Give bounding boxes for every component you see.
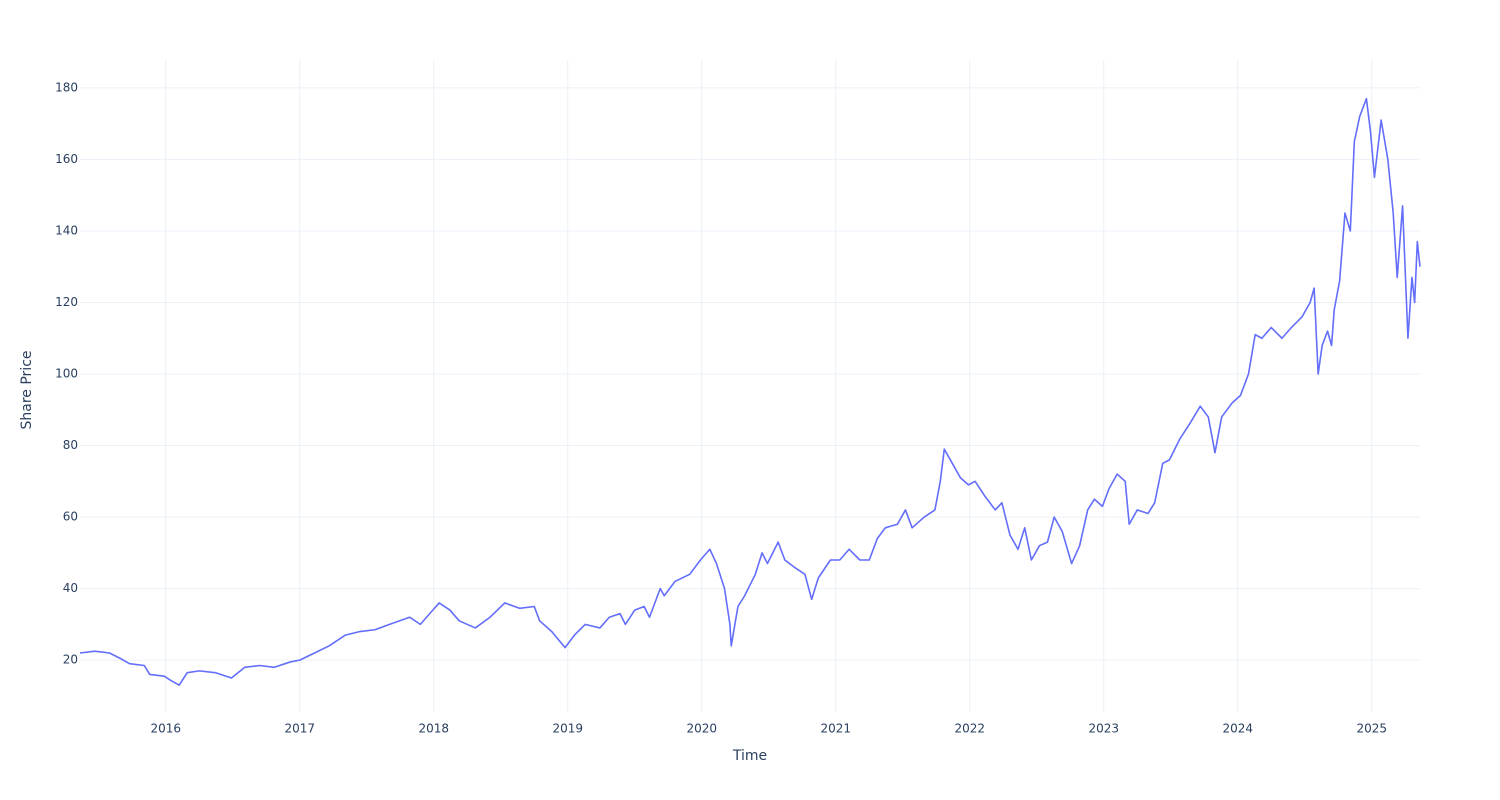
x-tick-label: 2017 bbox=[284, 722, 315, 736]
x-tick-label: 2020 bbox=[686, 722, 717, 736]
x-tick-label: 2019 bbox=[552, 722, 583, 736]
y-tick-label: 40 bbox=[63, 581, 78, 595]
x-tick-label: 2024 bbox=[1222, 722, 1253, 736]
x-tick-label: 2022 bbox=[954, 722, 985, 736]
y-axis-title: Share Price bbox=[19, 350, 35, 429]
y-tick-label: 160 bbox=[55, 152, 78, 166]
y-tick-label: 60 bbox=[63, 510, 78, 524]
x-tick-label: 2025 bbox=[1356, 722, 1387, 736]
x-axis-title: Time bbox=[732, 748, 767, 764]
y-tick-label: 100 bbox=[55, 367, 78, 381]
x-tick-label: 2018 bbox=[418, 722, 449, 736]
y-tick-label: 180 bbox=[55, 80, 78, 94]
y-tick-label: 80 bbox=[63, 438, 78, 452]
y-tick-label: 120 bbox=[55, 295, 78, 309]
x-tick-label: 2023 bbox=[1088, 722, 1119, 736]
x-tick-label: 2021 bbox=[820, 722, 851, 736]
x-tick-label: 2016 bbox=[150, 722, 181, 736]
y-tick-label: 20 bbox=[63, 653, 78, 667]
y-tick-label: 140 bbox=[55, 223, 78, 237]
price-line bbox=[79, 97, 1421, 686]
